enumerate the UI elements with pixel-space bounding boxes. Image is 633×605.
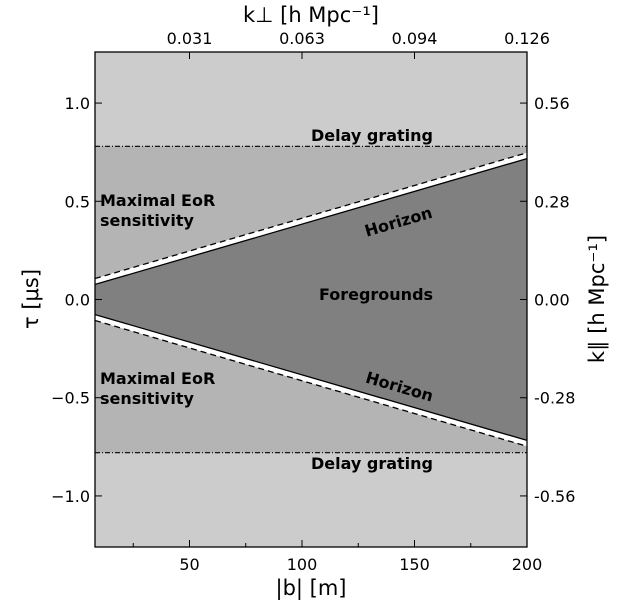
horizon-line-lower [95,313,527,442]
eor-label-lower-line2: sensitivity [100,389,194,408]
y-tick-label: −1.0 [51,487,90,506]
horizon-buffer-line-upper [95,152,527,280]
y-tick-label: 0.0 [65,291,90,310]
eor-label-upper-line2: sensitivity [100,211,194,230]
eor-label-lower-line1: Maximal EoR [100,369,215,388]
horizon-band-upper [95,152,527,285]
delay-grating-label-upper: Delay grating [311,126,433,145]
x-tick-label: 50 [179,555,199,574]
right-y-tick-label: 0.00 [534,291,570,310]
axis-ticks: 50 100 150 200 −1.0 −0.5 0.0 0.5 1.0 0.031 0.063 0.… [51,29,575,574]
right-y-tick-label: 0.56 [534,94,570,113]
top-x-tick-label: 0.126 [504,29,550,48]
right-y-axis-label: k∥ [h Mpc⁻¹] [585,235,609,363]
foreground-wedge [95,158,527,441]
x-tick-label: 200 [512,555,543,574]
y-tick-label: −0.5 [51,389,90,408]
right-y-tick-label: 0.28 [534,192,570,211]
top-x-tick-label: 0.031 [167,29,213,48]
right-y-tick-label: -0.28 [534,389,575,408]
x-tick-label: 100 [287,555,318,574]
top-x-tick-label: 0.094 [392,29,438,48]
delay-grating-label-lower: Delay grating [311,454,433,473]
x-tick-label: 150 [399,555,430,574]
horizon-band-lower [95,314,527,447]
eor-label-upper-line1: Maximal EoR [100,191,215,210]
horizon-buffer-line-lower [95,319,527,447]
right-y-tick-label: -0.56 [534,487,575,506]
y-tick-label: 1.0 [65,94,90,113]
y-tick-label: 0.5 [65,192,90,211]
top-x-tick-label: 0.063 [279,29,325,48]
top-x-axis-label: k⊥ [h Mpc⁻¹] [243,3,379,27]
horizon-line-upper [95,157,527,286]
foregrounds-label: Foregrounds [319,285,433,304]
y-axis-label: τ [μs] [19,269,43,329]
x-axis-label: |b| [m] [276,576,347,601]
